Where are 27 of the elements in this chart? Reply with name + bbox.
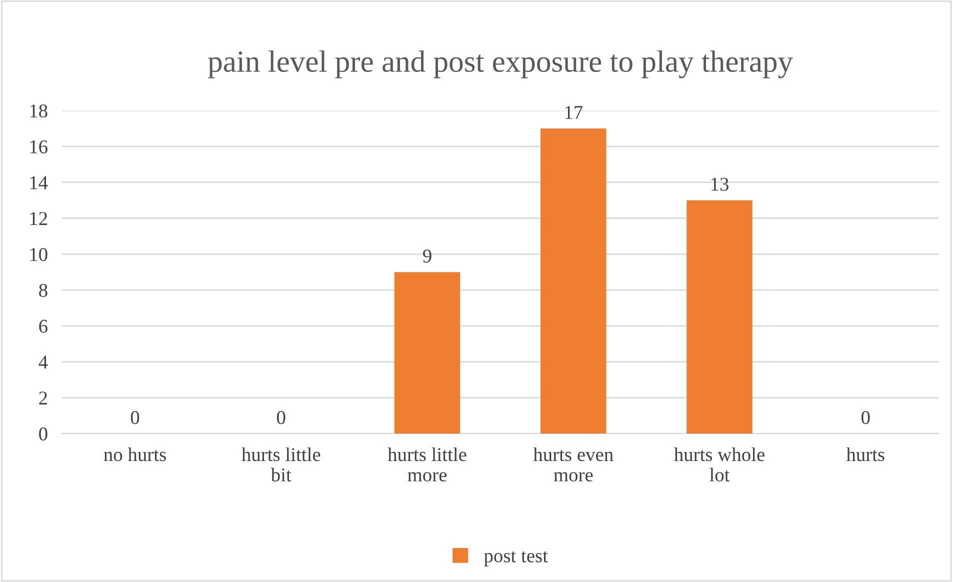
data-label: 0 [862, 410, 870, 424]
data-label: 0 [277, 410, 286, 424]
data-label: 0 [130, 410, 140, 424]
data-label: 9 [423, 250, 432, 263]
data-label: 17 [565, 106, 583, 119]
x-tick-label: hurts little bit [242, 447, 320, 482]
y-tick-label: 10 [30, 248, 48, 262]
y-tick-label: 0 [39, 427, 48, 441]
bar [686, 200, 752, 434]
y-tick-label: 2 [39, 392, 47, 404]
legend-label: post test [484, 551, 548, 566]
y-tick-label: 6 [39, 320, 48, 333]
y-tick-label: 8 [39, 284, 48, 297]
x-tick-label: hurts [846, 447, 884, 462]
chart-title: pain level pre and post exposure to play therapy [208, 50, 793, 78]
data-label: 13 [712, 178, 728, 191]
x-tick-label: hurts little more [388, 447, 466, 482]
y-tick-label: 12 [30, 212, 47, 225]
bar [394, 272, 460, 434]
bar [540, 128, 606, 434]
y-tick-label: 14 [30, 176, 48, 190]
y-tick-label: 4 [38, 356, 48, 369]
y-tick-label: 16 [30, 140, 48, 154]
x-tick-label: hurts whole lot [674, 447, 764, 482]
x-tick-label: hurts even more [533, 447, 614, 482]
x-tick-label: no hurts [104, 447, 166, 462]
y-tick-label: 18 [30, 104, 48, 118]
